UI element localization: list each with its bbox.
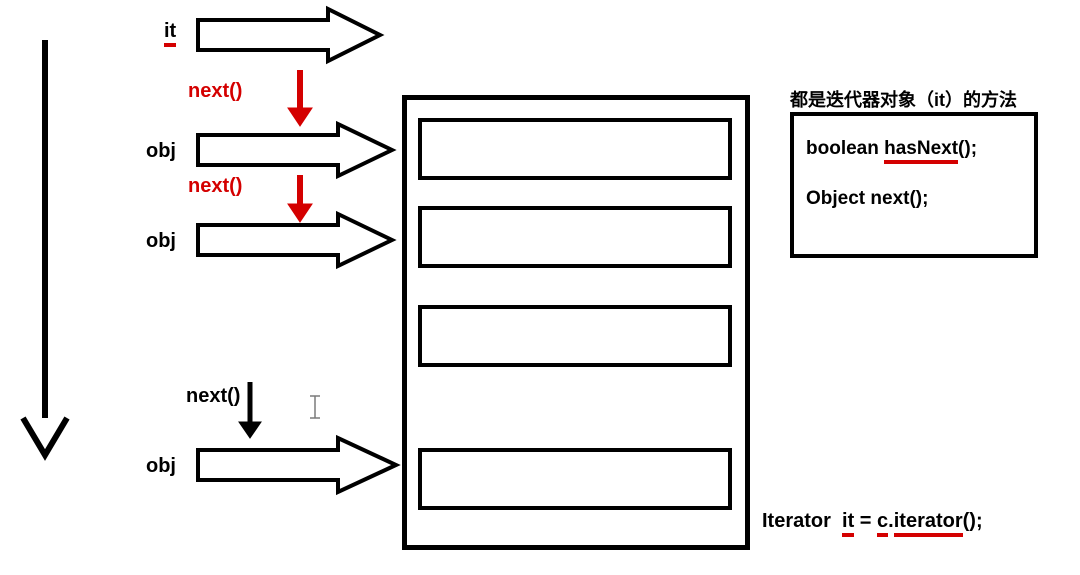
label-it: it [164,20,176,43]
info-title: 都是迭代器对象（it）的方法 [790,86,1017,112]
red-down-arrow-1-icon [288,70,312,126]
slot-3 [418,448,732,510]
block-arrow-obj3-icon [198,438,396,492]
info-line-next: Object next(); [806,188,1022,210]
info-line-hasnext: boolean hasNext(); [806,138,1022,160]
label-obj-3: obj [146,455,176,478]
red-down-arrow-2-icon [288,175,312,222]
label-next-2: next() [188,175,242,198]
slot-1 [418,206,732,268]
slot-2 [418,305,732,367]
bottom-code: Iterator it = c.iterator(); [762,510,983,533]
label-next-1: next() [188,80,242,103]
block-arrow-obj1-icon [198,124,392,176]
label-obj-2: obj [146,230,176,253]
block-arrow-it-icon [198,9,380,61]
label-next-3: next() [186,385,240,408]
block-arrow-obj2-icon [198,214,392,266]
slot-0 [418,118,732,180]
black-down-arrow-icon [239,382,261,438]
label-obj-1: obj [146,140,176,163]
text-cursor-icon [310,396,320,418]
info-box: boolean hasNext(); Object next(); [790,112,1038,258]
flow-arrow-icon [23,40,67,455]
